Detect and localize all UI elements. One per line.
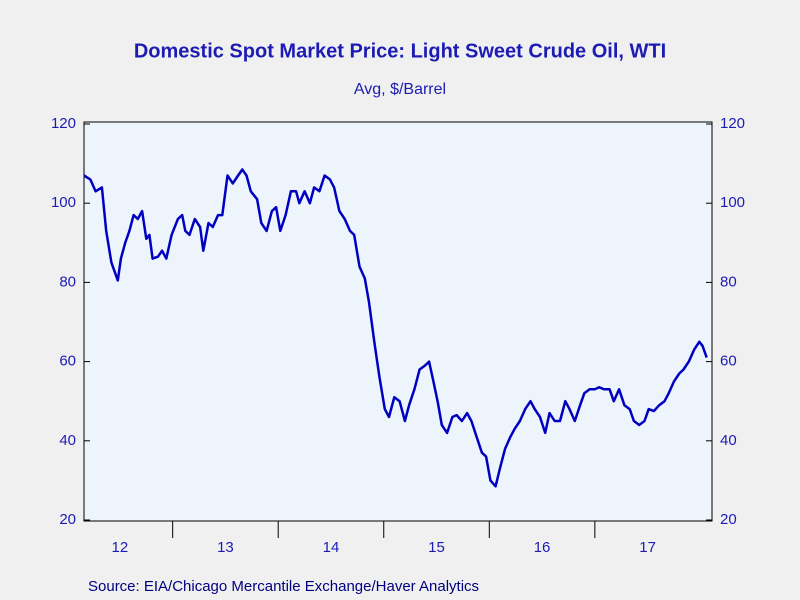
x-tick-label: 17: [639, 539, 656, 556]
chart-subtitle: Avg, $/Barrel: [354, 81, 446, 98]
y2-tick-label: 80: [720, 273, 737, 290]
y-tick-label: 100: [51, 194, 76, 211]
x-tick-label: 13: [217, 539, 234, 556]
y-tick-label: 80: [59, 273, 76, 290]
y-tick-label: 60: [59, 353, 76, 370]
x-tick-label: 16: [534, 539, 551, 556]
y-tick-label: 20: [59, 511, 76, 528]
y2-tick-label: 20: [720, 511, 737, 528]
y2-tick-label: 40: [720, 432, 737, 449]
x-tick-label: 12: [112, 539, 129, 556]
source: Source: EIA/Chicago Mercantile Exchange/…: [88, 578, 479, 595]
chart-title: Domestic Spot Market Price: Light Sweet …: [134, 40, 666, 62]
x-tick-label: 15: [428, 539, 445, 556]
y2-tick-label: 60: [720, 353, 737, 370]
y-tick-label: 120: [51, 115, 76, 132]
x-tick-label: 14: [323, 539, 340, 556]
plot-area: [83, 121, 713, 522]
price-line: [83, 168, 708, 488]
y2-tick-label: 120: [720, 115, 745, 132]
y-tick-label: 40: [59, 432, 76, 449]
y2-tick-label: 100: [720, 194, 745, 211]
